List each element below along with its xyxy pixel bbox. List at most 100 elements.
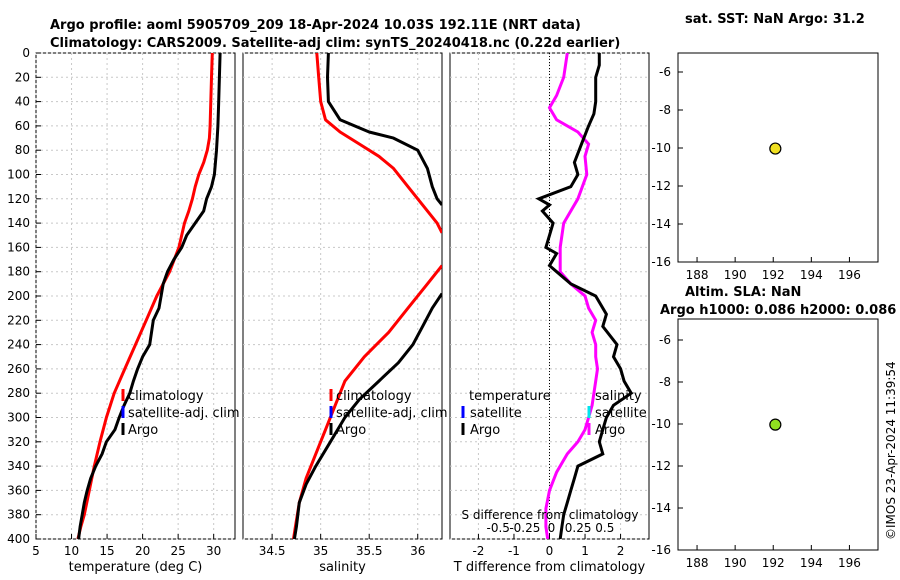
salinity-difference-line: [544, 53, 600, 539]
argo-location-marker: [769, 142, 782, 155]
legend-right-label: Argo: [595, 423, 625, 438]
x-tick-label: 20: [135, 544, 150, 558]
map-box-sla: [677, 318, 879, 551]
y-tick-label: 340: [7, 459, 30, 473]
y-tick-label: 80: [15, 143, 30, 157]
legend-label: Argo: [128, 423, 158, 438]
x-tick-label: 5: [32, 544, 40, 558]
legend-label: Argo: [336, 423, 366, 438]
y-tick-label: 280: [7, 386, 30, 400]
y-tick-label: 360: [7, 483, 30, 497]
map-x-tick-label: 190: [724, 268, 747, 282]
legend-left-label: satellite: [470, 406, 522, 421]
x-tick-label: -2: [472, 544, 484, 558]
s-diff-tick-label: 0.25: [565, 521, 592, 535]
sst-title: sat. SST: NaN Argo: 31.2: [685, 12, 865, 27]
legend-left-label: temperature: [469, 389, 551, 404]
x-tick-label: 0: [546, 544, 554, 558]
map-y-tick-label: -16: [651, 255, 671, 269]
Argo-profile-line: [77, 53, 222, 539]
x-tick-label: 36: [410, 544, 425, 558]
x-tick-label: 25: [171, 544, 186, 558]
y-tick-label: 380: [7, 508, 30, 522]
s-diff-tick-label: -0.25: [509, 521, 540, 535]
y-tick-label: 20: [15, 70, 30, 84]
x-axis-label: temperature (deg C): [69, 560, 203, 575]
y-tick-label: 400: [7, 532, 30, 546]
series-group-difference: [535, 53, 634, 539]
legend-label: satellite-adj. clim: [336, 406, 448, 421]
map-x-tick-label: 190: [724, 556, 747, 570]
y-tick-label: 320: [7, 435, 30, 449]
Argo-profile-line-lower: [292, 292, 442, 539]
map-y-tick-label: -8: [659, 103, 671, 117]
x-tick-label: 1: [581, 544, 589, 558]
s-diff-tick-label: -0.5: [486, 521, 509, 535]
y-tick-label: 120: [7, 192, 30, 206]
map-x-tick-label: 192: [762, 556, 785, 570]
Argo-profile-line: [326, 53, 442, 206]
y-tick-label: 260: [7, 362, 30, 376]
y-tick-label: 0: [22, 46, 30, 60]
y-tick-label: 100: [7, 168, 30, 182]
sla-subtitle: Argo h1000: 0.086 h2000: 0.086: [660, 303, 896, 318]
series-group-temperature: [76, 53, 222, 539]
map-x-tick-label: 196: [838, 556, 861, 570]
s-diff-tick-label: 0.5: [595, 521, 614, 535]
figure-title-line2: Climatology: CARS2009. Satellite-adj cli…: [50, 36, 620, 51]
y-tick-label: 180: [7, 265, 30, 279]
map-box-sst: [677, 52, 879, 263]
s-diff-axis-label: S difference from climatology: [462, 508, 639, 522]
legend-label: climatology: [336, 389, 412, 404]
map-x-tick-label: 188: [686, 268, 709, 282]
x-tick-label: 35.5: [356, 544, 383, 558]
map-y-tick-label: -12: [651, 459, 671, 473]
y-tick-label: 220: [7, 313, 30, 327]
climatology-profile-line: [315, 53, 442, 234]
map-y-tick-label: -8: [659, 375, 671, 389]
x-tick-label: 10: [64, 544, 79, 558]
sla-title: Altim. SLA: NaN: [685, 285, 801, 300]
axes-box-temperature: [35, 52, 236, 540]
axes-box-salinity: [242, 52, 443, 540]
map-y-tick-label: -6: [659, 333, 671, 347]
argo-location-marker: [769, 418, 782, 431]
temperature-difference-line: [535, 53, 634, 539]
x-tick-label: -1: [508, 544, 520, 558]
map-y-tick-label: -12: [651, 179, 671, 193]
map-x-tick-label: 194: [800, 556, 823, 570]
map-x-tick-label: 192: [762, 268, 785, 282]
legend-label: satellite-adj. clim: [128, 406, 240, 421]
y-tick-label: 60: [15, 119, 30, 133]
y-tick-label: 160: [7, 240, 30, 254]
x-axis-label: salinity: [319, 560, 366, 575]
figure-title-line1: Argo profile: aoml 5905709_209 18-Apr-20…: [50, 18, 581, 33]
x-tick-label: 35: [313, 544, 328, 558]
map-y-tick-label: -16: [651, 543, 671, 557]
map-y-tick-label: -14: [651, 217, 671, 231]
map-x-tick-label: 188: [686, 556, 709, 570]
x-tick-label: 34.5: [259, 544, 286, 558]
x-tick-label: 30: [206, 544, 221, 558]
x-axis-label: T difference from climatology: [453, 560, 646, 575]
legend-right-label: satellite: [595, 406, 647, 421]
map-x-tick-label: 194: [800, 268, 823, 282]
y-tick-label: 140: [7, 216, 30, 230]
y-tick-label: 200: [7, 289, 30, 303]
map-x-tick-label: 196: [838, 268, 861, 282]
legend-right-label: salinity: [595, 389, 642, 404]
map-y-tick-label: -10: [651, 417, 671, 431]
series-group-salinity: [292, 53, 442, 539]
s-diff-tick-label: 0: [548, 521, 556, 535]
y-tick-label: 300: [7, 411, 30, 425]
legend-left-label: Argo: [470, 423, 500, 438]
legend-label: climatology: [128, 389, 204, 404]
map-y-tick-label: -14: [651, 501, 671, 515]
x-tick-label: 15: [99, 544, 114, 558]
map-y-tick-label: -6: [659, 65, 671, 79]
y-tick-label: 40: [15, 95, 30, 109]
timestamp: ©IMOS 23-Apr-2024 11:39:54: [884, 361, 898, 540]
y-tick-label: 240: [7, 338, 30, 352]
